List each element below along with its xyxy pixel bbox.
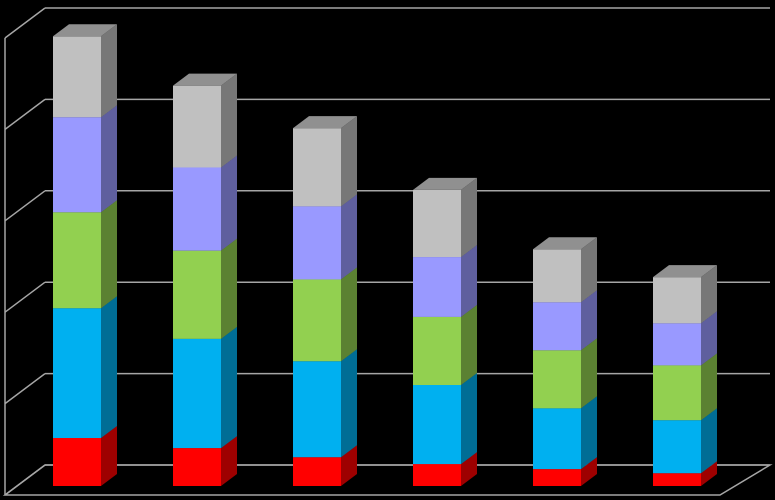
- bar-segment: [533, 469, 581, 486]
- bar-segment: [413, 464, 461, 486]
- bar-segment: [413, 189, 461, 258]
- bar-side: [101, 200, 117, 309]
- bar-side: [461, 304, 477, 386]
- bar-side: [581, 396, 597, 470]
- bar-segment: [173, 338, 221, 449]
- bar-segment: [293, 128, 341, 207]
- bar-side: [221, 73, 237, 168]
- bar-side: [461, 452, 477, 486]
- bar-top: [173, 73, 237, 86]
- bar-side: [461, 177, 477, 258]
- bar-top: [533, 237, 597, 250]
- bar-side: [221, 238, 237, 339]
- bar-top: [53, 24, 117, 37]
- bar-side: [341, 116, 357, 207]
- bar-segment: [173, 250, 221, 339]
- bar-segment: [293, 279, 341, 362]
- bar-top: [653, 265, 717, 278]
- bar-side: [461, 245, 477, 317]
- grid-line-wall: [4, 464, 46, 496]
- grid-line-wall: [4, 98, 46, 130]
- bar-side: [581, 237, 597, 303]
- bar-segment: [653, 323, 701, 366]
- bar-segment: [413, 316, 461, 386]
- bar-segment: [173, 167, 221, 251]
- bar-segment: [53, 36, 101, 118]
- bar-segment: [653, 365, 701, 421]
- bar-side: [341, 194, 357, 280]
- bar-side: [101, 105, 117, 213]
- bar-side: [581, 338, 597, 409]
- bar-side: [101, 296, 117, 439]
- bar-side: [461, 373, 477, 465]
- bar-segment: [413, 257, 461, 317]
- bar-segment: [653, 473, 701, 486]
- bar-segment: [533, 302, 581, 351]
- bar-segment: [653, 420, 701, 474]
- bar-side: [581, 457, 597, 486]
- bar-side: [101, 24, 117, 118]
- bar-side: [701, 408, 717, 474]
- grid-line-wall: [4, 190, 46, 222]
- bar-side: [341, 267, 357, 362]
- bar-side: [701, 265, 717, 324]
- bar-segment: [413, 385, 461, 465]
- bar-side: [701, 311, 717, 366]
- bar-segment: [293, 457, 341, 486]
- bar-segment: [293, 361, 341, 458]
- grid-line-wall: [4, 281, 46, 313]
- bar-side: [221, 326, 237, 449]
- bar-segment: [293, 206, 341, 280]
- bar-side: [341, 445, 357, 486]
- bar-segment: [53, 438, 101, 486]
- bar-segment: [533, 249, 581, 303]
- bar-segment: [53, 117, 101, 213]
- bar-side: [101, 426, 117, 486]
- bar-segment: [533, 350, 581, 409]
- bar-side: [341, 349, 357, 458]
- bar-side: [701, 353, 717, 421]
- bar-segment: [173, 448, 221, 486]
- bar-segment: [53, 212, 101, 309]
- bar-segment: [173, 85, 221, 168]
- bar-side: [221, 436, 237, 486]
- bar-top: [293, 116, 357, 129]
- bar-segment: [533, 408, 581, 470]
- bar-side: [221, 155, 237, 251]
- grid-line-wall: [4, 7, 46, 39]
- bar-segment: [653, 277, 701, 324]
- bar-side: [701, 461, 717, 486]
- bar-segment: [53, 308, 101, 439]
- bar-side: [581, 290, 597, 351]
- bar-top: [413, 177, 477, 190]
- grid-line-wall: [4, 373, 46, 405]
